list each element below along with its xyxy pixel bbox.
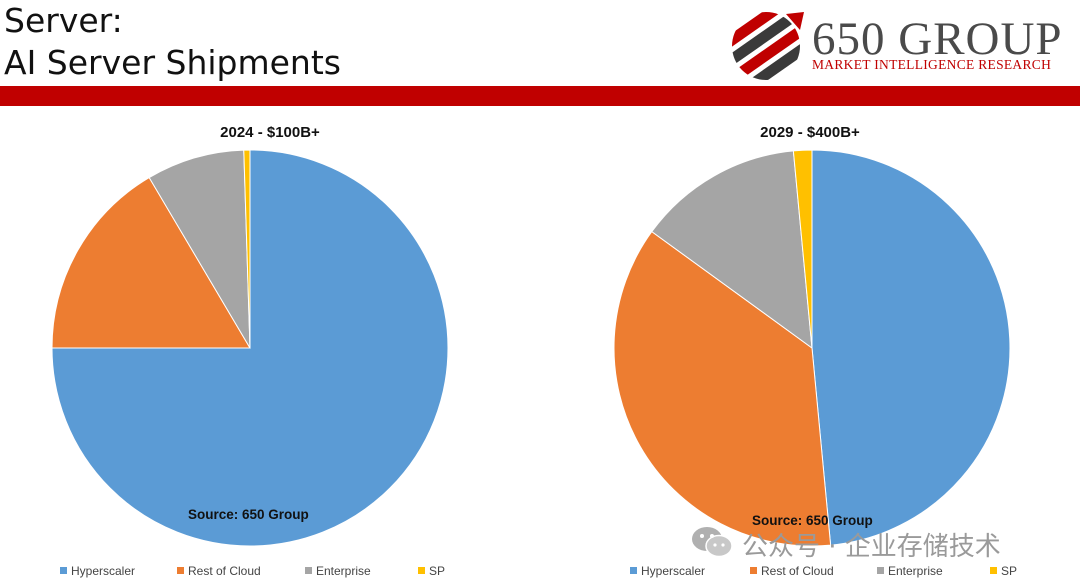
pie-chart-2029: 2029 - $400B+ Source: 650 Group Hypersca…: [540, 118, 1080, 586]
pie-chart-2029-plot: [613, 149, 1011, 547]
legend-item-enterprise: Enterprise: [877, 564, 943, 578]
logo-mark-icon: [732, 12, 804, 80]
pie-slice-enterprise: [651, 150, 813, 350]
pie-slice-enterprise: [148, 149, 251, 349]
legend-label-rest-of-cloud: Rest of Cloud: [188, 564, 261, 578]
legend-item-rest-of-cloud: Rest of Cloud: [177, 564, 261, 578]
legend-swatch-enterprise: [305, 567, 312, 574]
legend-label-rest-of-cloud: Rest of Cloud: [761, 564, 834, 578]
wechat-icon: [692, 527, 733, 558]
legend-label-enterprise: Enterprise: [888, 564, 943, 578]
header-divider-bar: [0, 86, 1080, 106]
legend-item-enterprise: Enterprise: [305, 564, 371, 578]
source-label-2029: Source: 650 Group: [752, 513, 873, 528]
legend-label-sp: SP: [1001, 564, 1018, 578]
pie-slice-hyperscaler: [51, 149, 449, 547]
pie-chart-2024-plot: [51, 149, 449, 547]
source-label-2024: Source: 650 Group: [188, 507, 309, 522]
legend-swatch-enterprise: [877, 567, 884, 574]
legend-swatch-sp: [418, 567, 425, 574]
legend-swatch-rest-of-cloud: [177, 567, 184, 574]
pie-slice-sp: [792, 149, 813, 349]
logo-tagline: MARKET INTELLIGENCE RESEARCH: [812, 57, 1052, 72]
pie-slice-rest-of-cloud: [613, 230, 832, 547]
legend-swatch-hyperscaler: [60, 567, 67, 574]
pie-chart-2024: 2024 - $100B+ Source: 650 Group Hypersca…: [0, 118, 540, 586]
legend-label-hyperscaler: Hyperscaler: [71, 564, 136, 578]
watermark: 公众号 · 企业存储技术: [690, 524, 1070, 564]
legend-2024: Hyperscaler Rest of Cloud Enterprise SP: [0, 564, 540, 580]
legend-item-hyperscaler: Hyperscaler: [60, 564, 135, 578]
legend-swatch-hyperscaler: [630, 567, 637, 574]
legend-swatch-rest-of-cloud: [750, 567, 757, 574]
company-logo: 650 GROUP MARKET INTELLIGENCE RESEARCH: [728, 10, 1074, 82]
pie-slice-rest-of-cloud: [51, 176, 251, 349]
watermark-text: 公众号 · 企业存储技术: [742, 532, 1001, 562]
legend-label-sp: SP: [429, 564, 446, 578]
logo-name: 650 GROUP: [812, 13, 1063, 65]
legend-label-hyperscaler: Hyperscaler: [641, 564, 706, 578]
legend-item-sp: SP: [990, 564, 1017, 578]
legend-label-enterprise: Enterprise: [316, 564, 371, 578]
legend-2029: Hyperscaler Rest of Cloud Enterprise SP: [540, 564, 1080, 580]
pie-slice-hyperscaler: [811, 149, 1011, 546]
slide-title-line1: Server:: [4, 1, 123, 40]
legend-item-sp: SP: [418, 564, 445, 578]
pie-slice-sp: [243, 149, 251, 349]
legend-item-hyperscaler: Hyperscaler: [630, 564, 705, 578]
legend-swatch-sp: [990, 567, 997, 574]
slide-title-line2: AI Server Shipments: [4, 43, 341, 82]
chart-title-2024: 2024 - $100B+: [220, 124, 320, 141]
legend-item-rest-of-cloud: Rest of Cloud: [750, 564, 834, 578]
slide-title: Server: AI Server Shipments: [4, 0, 341, 84]
chart-title-2029: 2029 - $400B+: [760, 124, 860, 141]
